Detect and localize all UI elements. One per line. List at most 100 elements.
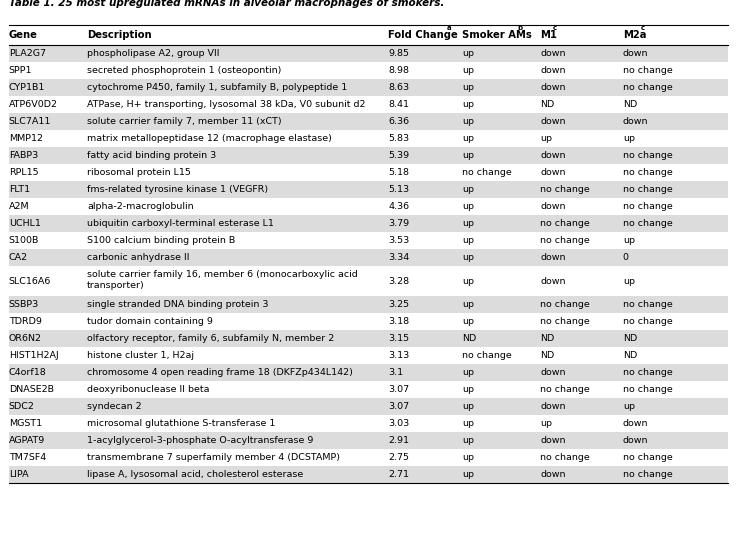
Text: syndecan 2: syndecan 2 [87, 402, 142, 411]
Text: no change: no change [540, 317, 590, 326]
Text: alpha-2-macroglobulin: alpha-2-macroglobulin [87, 202, 194, 211]
Text: 2.75: 2.75 [388, 453, 409, 462]
Text: no change: no change [623, 151, 673, 160]
Text: ND: ND [623, 100, 637, 109]
Text: no change: no change [462, 351, 512, 360]
Text: down: down [540, 470, 566, 479]
Text: 5.83: 5.83 [388, 134, 410, 143]
Text: up: up [462, 470, 474, 479]
Text: up: up [462, 202, 474, 211]
Text: 1-acylglycerol-3-phosphate O-acyltransferase 9: 1-acylglycerol-3-phosphate O-acyltransfe… [87, 436, 313, 445]
Text: carbonic anhydrase II: carbonic anhydrase II [87, 253, 189, 262]
Text: SLC7A11: SLC7A11 [9, 117, 51, 126]
Text: up: up [462, 300, 474, 309]
Text: up: up [462, 83, 474, 92]
Text: up: up [462, 436, 474, 445]
Text: phospholipase A2, group VII: phospholipase A2, group VII [87, 49, 220, 58]
Text: up: up [462, 117, 474, 126]
Text: S100 calcium binding protein B: S100 calcium binding protein B [87, 236, 235, 245]
Text: b: b [517, 25, 523, 30]
Text: down: down [540, 436, 566, 445]
Text: up: up [623, 277, 635, 286]
Text: c: c [640, 25, 645, 30]
Text: down: down [623, 117, 649, 126]
Text: up: up [540, 419, 552, 428]
Text: FLT1: FLT1 [9, 185, 30, 194]
Text: no change: no change [623, 202, 673, 211]
Text: OR6N2: OR6N2 [9, 334, 42, 343]
Bar [9, 313, 728, 330]
Text: down: down [540, 151, 566, 160]
Text: no change: no change [623, 453, 673, 462]
Bar [9, 381, 728, 398]
Bar [9, 296, 728, 313]
Text: no change: no change [623, 300, 673, 309]
Text: AGPAT9: AGPAT9 [9, 436, 45, 445]
Text: up: up [462, 219, 474, 228]
Text: TDRD9: TDRD9 [9, 317, 42, 326]
Text: 3.1: 3.1 [388, 368, 404, 377]
Text: up: up [462, 368, 474, 377]
Text: M1: M1 [540, 30, 557, 40]
Text: ubiquitin carboxyl-terminal esterase L1: ubiquitin carboxyl-terminal esterase L1 [87, 219, 274, 228]
Text: 8.41: 8.41 [388, 100, 409, 109]
Text: MMP12: MMP12 [9, 134, 43, 143]
Text: 5.18: 5.18 [388, 168, 409, 177]
Text: up: up [462, 253, 474, 262]
Bar [9, 147, 728, 164]
Bar [9, 415, 728, 432]
Text: no change: no change [623, 83, 673, 92]
Text: up: up [462, 277, 474, 286]
Text: CYP1B1: CYP1B1 [9, 83, 45, 92]
Text: A2M: A2M [9, 202, 29, 211]
Text: down: down [540, 402, 566, 411]
Bar [9, 266, 728, 296]
Bar [9, 398, 728, 415]
Text: up: up [462, 385, 474, 394]
Bar [9, 249, 728, 266]
Bar [9, 364, 728, 381]
Bar [9, 45, 728, 62]
Text: down: down [623, 436, 649, 445]
Text: down: down [540, 66, 566, 75]
Text: no change: no change [623, 368, 673, 377]
Text: SDC2: SDC2 [9, 402, 35, 411]
Text: c: c [553, 25, 557, 30]
Text: no change: no change [623, 317, 673, 326]
Bar [9, 198, 728, 215]
Text: solute carrier family 7, member 11 (xCT): solute carrier family 7, member 11 (xCT) [87, 117, 282, 126]
Text: down: down [540, 277, 566, 286]
Bar [9, 347, 728, 364]
Text: no change: no change [540, 185, 590, 194]
Text: UCHL1: UCHL1 [9, 219, 41, 228]
Text: no change: no change [540, 236, 590, 245]
Text: up: up [462, 66, 474, 75]
Text: no change: no change [623, 66, 673, 75]
Text: 3.53: 3.53 [388, 236, 410, 245]
Text: up: up [462, 402, 474, 411]
Text: transmembrane 7 superfamily member 4 (DCSTAMP): transmembrane 7 superfamily member 4 (DC… [87, 453, 340, 462]
Text: SLC16A6: SLC16A6 [9, 277, 51, 286]
Bar [9, 62, 728, 79]
Text: HIST1H2AJ: HIST1H2AJ [9, 351, 59, 360]
Text: 3.07: 3.07 [388, 402, 410, 411]
Text: ND: ND [623, 334, 637, 343]
Text: up: up [462, 100, 474, 109]
Text: FABP3: FABP3 [9, 151, 38, 160]
Text: down: down [623, 49, 649, 58]
Text: 3.07: 3.07 [388, 385, 410, 394]
Text: no change: no change [623, 219, 673, 228]
Text: 8.98: 8.98 [388, 66, 409, 75]
Text: ND: ND [540, 334, 554, 343]
Text: ribosomal protein L15: ribosomal protein L15 [87, 168, 191, 177]
Text: 3.15: 3.15 [388, 334, 410, 343]
Text: Smoker AMs: Smoker AMs [462, 30, 532, 40]
Text: up: up [623, 402, 635, 411]
Text: SSBP3: SSBP3 [9, 300, 39, 309]
Bar [9, 164, 728, 181]
Text: olfactory receptor, family 6, subfamily N, member 2: olfactory receptor, family 6, subfamily … [87, 334, 334, 343]
Text: 3.18: 3.18 [388, 317, 410, 326]
Text: 6.36: 6.36 [388, 117, 410, 126]
Text: fatty acid binding protein 3: fatty acid binding protein 3 [87, 151, 216, 160]
Text: ND: ND [623, 351, 637, 360]
